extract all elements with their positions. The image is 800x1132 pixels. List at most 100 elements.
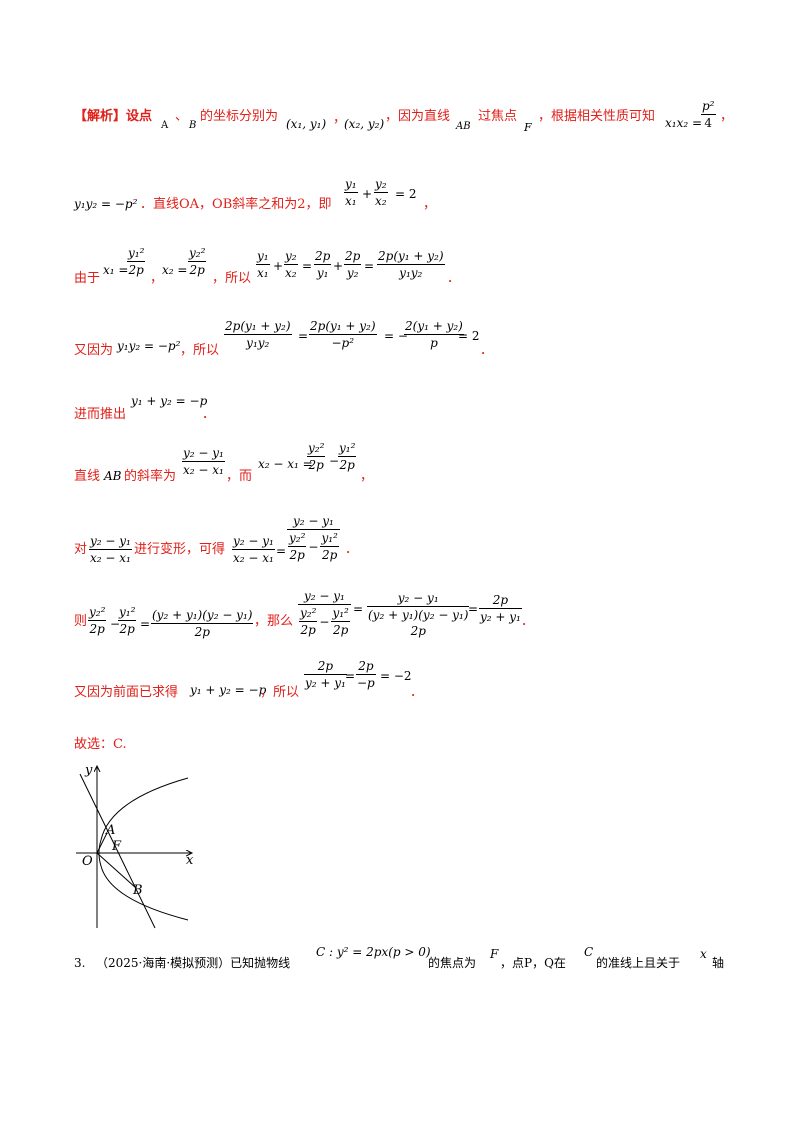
fraction: y₁² 2p	[338, 441, 357, 472]
equals: =	[302, 259, 313, 273]
slope-fraction: y₂ − y₁ x₂ − x₁	[89, 534, 132, 565]
analysis-lead: 【解析】设点	[74, 109, 153, 124]
line-text: 直线	[74, 469, 101, 484]
plus: +	[273, 259, 284, 273]
period: ．	[521, 614, 535, 629]
focus-label: F	[524, 121, 532, 134]
period: ．	[202, 407, 216, 422]
period: ．	[410, 685, 424, 700]
fraction: 2p y₁	[314, 249, 332, 280]
fraction: 2p y₂	[344, 249, 362, 280]
fraction: 2p(y₁ + y₂) −p²	[309, 319, 377, 350]
parabola-equation: C : y² = 2px(p > 0)	[316, 945, 431, 959]
coord-2: (x₂, y₂)	[344, 117, 385, 131]
sum-relation: y₁ + y₂ = −p	[190, 683, 267, 697]
because-text: ，因为直线	[385, 109, 451, 124]
x1-fraction: y₁² 2p	[127, 246, 146, 277]
slope-fraction: y₂ − y₁ x₂ − x₁	[182, 446, 225, 477]
point-a-label: A	[161, 120, 169, 131]
equals: =	[298, 329, 309, 343]
coords-text: 的坐标分别为	[200, 109, 279, 124]
line-ob	[96, 852, 137, 889]
line-ab	[79, 773, 156, 929]
question-number: 3.	[74, 956, 86, 970]
p2-over-4: p² 4	[701, 99, 716, 130]
ab-label: AB	[104, 469, 122, 483]
equals-two: = 2	[458, 329, 480, 343]
question-source: （2025·海南·模拟预测）已知抛物线	[96, 956, 291, 970]
axis-text: 轴	[712, 956, 725, 970]
for-text: 对	[74, 542, 88, 557]
compound-fraction: y₂ − y₁ y₂² 2p − y₁² 2p	[287, 514, 340, 562]
equals-minus: = −	[384, 329, 408, 343]
so-text: ，所以	[180, 343, 220, 358]
through-text: 过焦点	[478, 109, 518, 124]
x1x2-expr: x₁x₂ =	[665, 116, 703, 130]
line-oa	[96, 832, 108, 854]
period: ．	[345, 542, 359, 557]
y1-over-x1: y₁ x₁	[344, 177, 358, 208]
minus: −	[110, 617, 121, 631]
x1-expr: x₁ =	[103, 263, 129, 277]
x-axis-label: x	[186, 853, 194, 868]
so-text: ，所以	[212, 271, 252, 286]
plus: +	[362, 187, 373, 201]
slope-fraction: y₂ − y₁ x₂ − x₁	[232, 534, 275, 565]
comma: ，	[360, 469, 374, 484]
fraction: 2p(y₁ + y₂) y₁y₂	[224, 319, 292, 350]
so-text: ，所以	[260, 685, 300, 700]
and-text: ，而	[226, 469, 253, 484]
transform-text: 进行变形，可得	[134, 542, 226, 557]
x2-fraction: y₂² 2p	[188, 246, 207, 277]
comma: ，	[150, 271, 164, 286]
fraction: y₂² 2p	[88, 605, 107, 636]
focus-label: F	[111, 839, 122, 854]
x-variable: x	[700, 947, 707, 961]
deduce-text: 进而推出	[74, 407, 127, 422]
y1y2-relation: y₁y₂ = −p²	[74, 197, 138, 211]
equals: =	[353, 602, 364, 616]
fraction: y₂² 2p	[307, 441, 326, 472]
y2-over-x2: y₂ x₂	[374, 177, 388, 208]
directrix-text: 的准线上且关于	[596, 956, 681, 970]
fraction: y₁ x₁	[256, 249, 270, 280]
fraction: (y₂ + y₁)(y₂ − y₁) 2p	[151, 608, 254, 639]
equals: =	[276, 544, 287, 558]
fraction: 2p y₂ + y₁	[479, 593, 522, 624]
point-b-label: B	[132, 883, 143, 898]
fraction: y₁² 2p	[118, 605, 137, 636]
period: ．	[480, 343, 494, 358]
minus: −	[329, 454, 340, 468]
line-ab-label: AB	[456, 121, 471, 132]
answer: 故选：C.	[74, 737, 127, 752]
fraction: 2p(y₁ + y₂) y₁y₂	[377, 249, 445, 280]
so-text: ，那么	[254, 614, 294, 629]
property-text: ，根据相关性质可知	[538, 109, 656, 124]
equals-minus-two: = −2	[380, 669, 412, 683]
compound-fraction: y₂ − y₁ (y₂ + y₁)(y₂ − y₁) 2p	[367, 591, 470, 638]
equals-two: = 2	[395, 187, 417, 201]
compound-fraction: y₂ − y₁ y₂² 2p − y₁² 2p	[298, 589, 351, 637]
fraction: 2p −p	[356, 659, 376, 690]
point-a-label: A	[105, 823, 115, 838]
found-text: 又因为前面已求得	[74, 685, 179, 700]
plus: +	[333, 259, 344, 273]
sum-relation: y₁ + y₂ = −p	[131, 394, 208, 408]
comma: ，	[423, 197, 437, 212]
parabola-curve	[98, 777, 189, 921]
separator: ，	[333, 111, 347, 126]
equals: =	[468, 602, 479, 616]
y1y2-relation: y₁y₂ = −p²	[117, 339, 181, 353]
fraction: 2p y₂ + y₁	[304, 659, 347, 690]
also-text: 又因为	[74, 343, 114, 358]
x2-expr: x₂ =	[162, 263, 188, 277]
fraction: 2(y₁ + y₂) p	[404, 319, 464, 350]
equals: =	[345, 669, 356, 683]
equals: =	[364, 259, 375, 273]
comma: ，	[720, 109, 734, 124]
coord-1: (x₁, y₁)	[286, 117, 327, 131]
parabola-figure: y x O F A B	[76, 763, 194, 929]
period: ．	[447, 271, 461, 286]
slope-text: 的斜率为	[124, 469, 177, 484]
focus-text: 的焦点为	[428, 956, 477, 970]
